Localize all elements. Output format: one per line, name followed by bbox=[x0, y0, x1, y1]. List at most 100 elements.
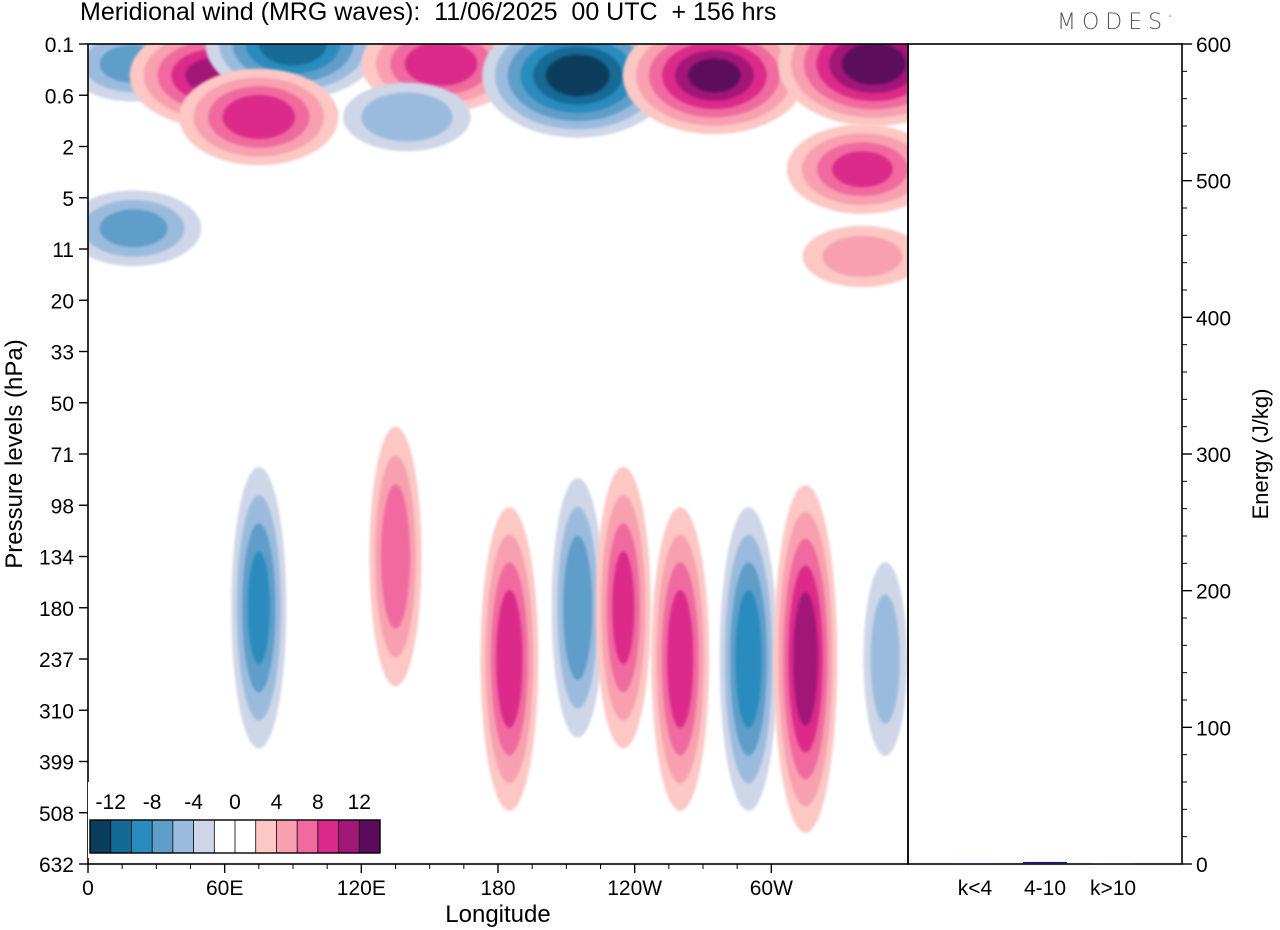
colorbar: -12 -8 -4 0 4 8 12 bbox=[88, 782, 382, 858]
energy-axis-label: Energy (J/kg) bbox=[1248, 389, 1273, 520]
colorbar-swatch bbox=[131, 820, 153, 853]
contour-level bbox=[99, 209, 168, 248]
contour-level bbox=[870, 594, 900, 724]
wind-anomaly bbox=[719, 507, 778, 811]
contour-level bbox=[832, 151, 893, 188]
wind-anomaly bbox=[369, 426, 422, 687]
contour-level bbox=[563, 535, 593, 680]
colorbar-swatch bbox=[317, 820, 339, 853]
colorbar-label: -12 bbox=[96, 791, 126, 814]
contour-level bbox=[842, 44, 906, 85]
colorbar-swatch bbox=[359, 820, 380, 853]
modes-logo: MODES° bbox=[1057, 10, 1172, 35]
colorbar-swatch bbox=[214, 820, 235, 853]
y-tick-label: 508 bbox=[39, 803, 74, 826]
y-tick-label: 5 bbox=[62, 188, 74, 211]
energy-bar bbox=[1023, 861, 1067, 864]
colorbar-swatch bbox=[193, 820, 215, 853]
wind-anomaly bbox=[778, 44, 908, 127]
energy-category-label: k<4 bbox=[958, 877, 993, 900]
contour-level bbox=[259, 44, 327, 66]
colorbar-swatch bbox=[172, 820, 194, 853]
energy-tick-label: 500 bbox=[1196, 171, 1231, 194]
y-tick-label: 180 bbox=[39, 598, 74, 621]
colorbar-label: -4 bbox=[184, 791, 203, 814]
contour-level bbox=[735, 590, 762, 728]
colorbar-label: -8 bbox=[143, 791, 162, 814]
y-tick-label: 134 bbox=[39, 547, 74, 570]
energy-category-label: k>10 bbox=[1090, 877, 1136, 900]
colorbar-label: 12 bbox=[348, 791, 371, 814]
contour-level bbox=[667, 590, 694, 728]
contour-level bbox=[793, 592, 818, 726]
y-tick-label: 33 bbox=[51, 342, 74, 365]
y-axis-label: Pressure levels (hPa) bbox=[1, 339, 28, 568]
wind-anomaly bbox=[773, 485, 838, 833]
energy-tick-label: 100 bbox=[1196, 717, 1231, 740]
energy-bar bbox=[1091, 863, 1135, 865]
wind-anomaly bbox=[231, 466, 287, 749]
energy-tick-label: 200 bbox=[1196, 581, 1231, 604]
x-tick-label: 180 bbox=[480, 877, 515, 900]
colorbar-swatch bbox=[255, 820, 277, 853]
colorbar-swatch bbox=[110, 820, 132, 853]
contour-level bbox=[361, 92, 453, 142]
wind-anomaly bbox=[595, 466, 651, 749]
colorbar-label: 0 bbox=[229, 791, 241, 814]
wind-anomaly bbox=[651, 507, 710, 811]
y-tick-label: 20 bbox=[51, 290, 74, 313]
y-tick-label: 399 bbox=[39, 752, 74, 775]
energy-tick-label: 400 bbox=[1196, 307, 1231, 330]
wind-anomaly bbox=[551, 477, 604, 738]
contour-level bbox=[688, 58, 741, 93]
y-tick-label: 632 bbox=[39, 854, 74, 877]
x-tick-label: 0 bbox=[82, 877, 94, 900]
y-tick-label: 237 bbox=[39, 649, 74, 672]
heatmap-plot: 0.1 0.6 2 5 11 20 33 50 71 98 134 180 237 310 399 508 63… bbox=[1, 34, 909, 928]
wind-anomaly bbox=[480, 507, 539, 811]
y-tick-label: 50 bbox=[51, 393, 74, 416]
colorbar-frame bbox=[89, 819, 381, 854]
wind-anomaly bbox=[343, 82, 471, 152]
x-tick-label: 120W bbox=[607, 877, 662, 900]
wind-anomaly bbox=[88, 190, 202, 267]
wind-anomaly bbox=[786, 124, 908, 214]
wind-anomaly bbox=[622, 44, 806, 135]
energy-bar-plot: 0 100 200 300 400 500 600 k<4 4-10 k>10 Energy (… bbox=[907, 34, 1273, 900]
contour-level bbox=[496, 590, 523, 728]
colorbar-swatch bbox=[276, 820, 298, 853]
colorbar-swatch bbox=[152, 820, 173, 853]
contour-level bbox=[247, 551, 270, 665]
colorbar-swatch bbox=[235, 820, 256, 853]
colorbar-label: 4 bbox=[271, 791, 283, 814]
contour-level bbox=[545, 54, 610, 97]
contour-level bbox=[612, 551, 635, 665]
colorbar-label: 8 bbox=[312, 791, 324, 814]
contour-level bbox=[822, 235, 903, 277]
y-tick-label: 11 bbox=[52, 239, 74, 262]
wind-anomaly bbox=[863, 562, 907, 756]
y-tick-label: 0.6 bbox=[45, 85, 74, 108]
x-tick-label: 120E bbox=[337, 877, 386, 900]
energy-frame bbox=[907, 43, 1183, 865]
y-tick-label: 98 bbox=[51, 495, 74, 518]
energy-bar bbox=[953, 863, 997, 864]
colorbar-swatch bbox=[297, 820, 318, 853]
y-tick-label: 310 bbox=[39, 700, 74, 723]
y-tick-label: 2 bbox=[62, 137, 74, 160]
logo-mark: ° bbox=[1168, 13, 1173, 23]
colorbar-swatch bbox=[338, 820, 360, 853]
energy-category-label: 4-10 bbox=[1024, 877, 1066, 900]
wind-anomaly bbox=[179, 68, 339, 166]
x-tick-label: 60W bbox=[750, 877, 793, 900]
contour-level bbox=[381, 484, 410, 629]
x-tick-label: 60E bbox=[206, 877, 243, 900]
energy-tick-label: 600 bbox=[1196, 34, 1231, 57]
y-tick-label: 0.1 bbox=[45, 34, 74, 57]
logo-text: MODES bbox=[1057, 10, 1169, 35]
y-tick-label: 71 bbox=[51, 444, 74, 467]
energy-tick-label: 300 bbox=[1196, 444, 1231, 467]
chart-title: Meridional wind (MRG waves): 11/06/2025 … bbox=[80, 0, 777, 26]
contour-level bbox=[222, 95, 296, 139]
